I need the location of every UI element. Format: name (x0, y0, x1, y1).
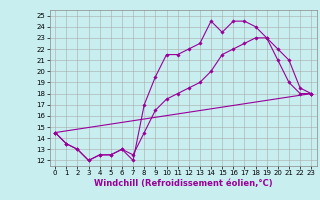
X-axis label: Windchill (Refroidissement éolien,°C): Windchill (Refroidissement éolien,°C) (94, 179, 273, 188)
